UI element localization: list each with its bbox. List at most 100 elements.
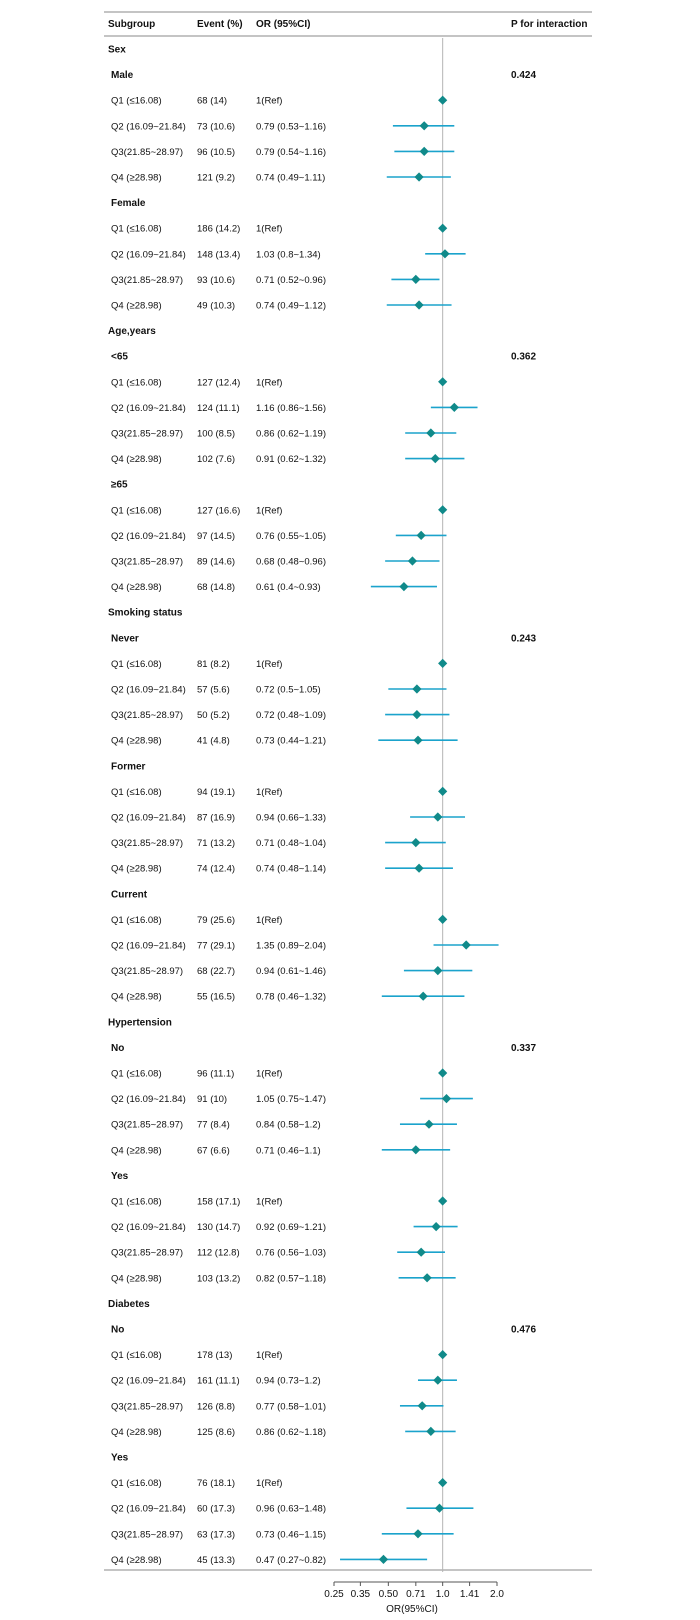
event-value: 112 (12.8) xyxy=(197,1248,240,1259)
row-label: Q3(21.85~28.97) xyxy=(111,1529,183,1540)
row-label: Q2 (16.09~21.84) xyxy=(111,1222,186,1233)
or-value: 1(Ref) xyxy=(256,1069,282,1080)
or-value: 1(Ref) xyxy=(256,1197,282,1208)
event-value: 57 (5.6) xyxy=(197,685,230,696)
or-value: 0.72 (0.5~1.05) xyxy=(256,685,321,696)
row-label: Q3(21.85~28.97) xyxy=(111,1120,183,1131)
row-label: Q3(21.85~28.97) xyxy=(111,710,183,721)
or-value: 0.94 (0.66~1.33) xyxy=(256,813,326,824)
event-value: 60 (17.3) xyxy=(197,1504,235,1515)
category-label: Diabetes xyxy=(108,1299,150,1310)
subgroup-label: No xyxy=(111,1043,124,1054)
subgroup-label: Never xyxy=(111,633,139,644)
or-point-marker xyxy=(418,991,428,1001)
row-label: Q2 (16.09~21.84) xyxy=(111,685,186,696)
or-value: 0.77 (0.58~1.01) xyxy=(256,1401,326,1412)
event-value: 79 (25.6) xyxy=(197,915,235,926)
event-value: 49 (10.3) xyxy=(197,301,235,312)
or-value: 1(Ref) xyxy=(256,505,282,516)
or-value: 0.71 (0.48~1.04) xyxy=(256,838,326,849)
or-point-marker xyxy=(416,1247,426,1257)
or-point-marker xyxy=(438,95,448,105)
or-point-marker xyxy=(438,658,448,668)
event-value: 67 (6.6) xyxy=(197,1145,230,1156)
row-label: Q2 (16.09~21.84) xyxy=(111,813,186,824)
or-point-marker xyxy=(431,1222,441,1232)
subgroup-label: Male xyxy=(111,70,134,81)
or-value: 0.76 (0.56~1.03) xyxy=(256,1248,326,1259)
event-value: 63 (17.3) xyxy=(197,1529,235,1540)
x-tick-label: 1.41 xyxy=(460,1589,480,1600)
or-point-marker xyxy=(412,684,422,694)
or-point-marker xyxy=(438,377,448,387)
or-point-marker xyxy=(411,1145,421,1155)
event-value: 126 (8.8) xyxy=(197,1401,235,1412)
or-value: 0.74 (0.48~1.14) xyxy=(256,864,326,875)
event-value: 76 (18.1) xyxy=(197,1478,235,1489)
or-value: 0.61 (0.4~0.93) xyxy=(256,582,321,593)
row-label: Q3(21.85~28.97) xyxy=(111,966,183,977)
event-value: 93 (10.6) xyxy=(197,275,235,286)
event-value: 130 (14.7) xyxy=(197,1222,240,1233)
p-interaction-value: 0.424 xyxy=(511,70,536,81)
or-value: 0.94 (0.73~1.2) xyxy=(256,1376,321,1387)
row-label: Q3(21.85~28.97) xyxy=(111,429,183,440)
or-point-marker xyxy=(430,454,440,464)
or-point-marker xyxy=(433,1375,443,1385)
header-p-interaction: P for interaction xyxy=(511,19,588,30)
event-value: 87 (16.9) xyxy=(197,813,235,824)
or-point-marker xyxy=(438,1478,448,1488)
event-value: 125 (8.6) xyxy=(197,1427,235,1438)
row-label: Q2 (16.09~21.84) xyxy=(111,249,186,260)
or-value: 0.96 (0.63~1.48) xyxy=(256,1504,326,1515)
row-label: Q4 (≥28.98) xyxy=(111,1555,162,1566)
x-tick-label: 0.25 xyxy=(324,1589,344,1600)
or-point-marker xyxy=(407,556,418,566)
or-value: 0.76 (0.55~1.05) xyxy=(256,531,326,542)
or-point-marker xyxy=(424,1119,434,1129)
row-label: Q4 (≥28.98) xyxy=(111,864,162,875)
row-label: Q3(21.85~28.97) xyxy=(111,1401,183,1412)
or-point-marker xyxy=(419,121,429,131)
event-value: 127 (12.4) xyxy=(197,377,240,388)
row-label: Q3(21.85~28.97) xyxy=(111,1248,183,1259)
or-point-marker xyxy=(438,1068,448,1078)
subgroup-label: Yes xyxy=(111,1453,129,1464)
or-point-marker xyxy=(417,1401,427,1411)
event-value: 121 (9.2) xyxy=(197,173,235,184)
row-label: Q4 (≥28.98) xyxy=(111,736,162,747)
or-point-marker xyxy=(411,274,421,284)
event-value: 68 (22.7) xyxy=(197,966,235,977)
event-value: 91 (10) xyxy=(197,1094,227,1105)
or-value: 0.84 (0.58~1.2) xyxy=(256,1120,321,1131)
or-value: 1(Ref) xyxy=(256,659,282,670)
category-label: Hypertension xyxy=(108,1017,172,1028)
category-label: Sex xyxy=(108,45,126,56)
or-point-marker xyxy=(441,1094,452,1104)
or-value: 0.79 (0.54~1.16) xyxy=(256,147,326,158)
event-value: 89 (14.6) xyxy=(197,557,235,568)
event-value: 77 (8.4) xyxy=(197,1120,230,1131)
row-label: Q4 (≥28.98) xyxy=(111,301,162,312)
event-value: 41 (4.8) xyxy=(197,736,230,747)
event-value: 161 (11.1) xyxy=(197,1376,240,1387)
row-label: Q1 (≤16.08) xyxy=(111,1478,162,1489)
event-value: 45 (13.3) xyxy=(197,1555,235,1566)
row-label: Q1 (≤16.08) xyxy=(111,1197,162,1208)
or-point-marker xyxy=(440,249,450,259)
x-tick-label: 2.0 xyxy=(490,1589,504,1600)
row-label: Q3(21.85~28.97) xyxy=(111,557,183,568)
row-label: Q1 (≤16.08) xyxy=(111,505,162,516)
row-label: Q3(21.85~28.97) xyxy=(111,275,183,286)
row-label: Q2 (16.09~21.84) xyxy=(111,403,186,414)
or-point-marker xyxy=(411,838,421,848)
x-tick-label: 0.50 xyxy=(379,1589,399,1600)
or-value: 0.71 (0.46~1.1) xyxy=(256,1145,321,1156)
or-point-marker xyxy=(414,300,424,310)
or-point-marker xyxy=(438,1196,448,1206)
or-point-marker xyxy=(399,582,409,592)
or-point-marker xyxy=(426,428,436,438)
row-label: Q4 (≥28.98) xyxy=(111,1427,162,1438)
row-label: Q3(21.85~28.97) xyxy=(111,147,183,158)
or-value: 0.79 (0.53~1.16) xyxy=(256,121,326,132)
